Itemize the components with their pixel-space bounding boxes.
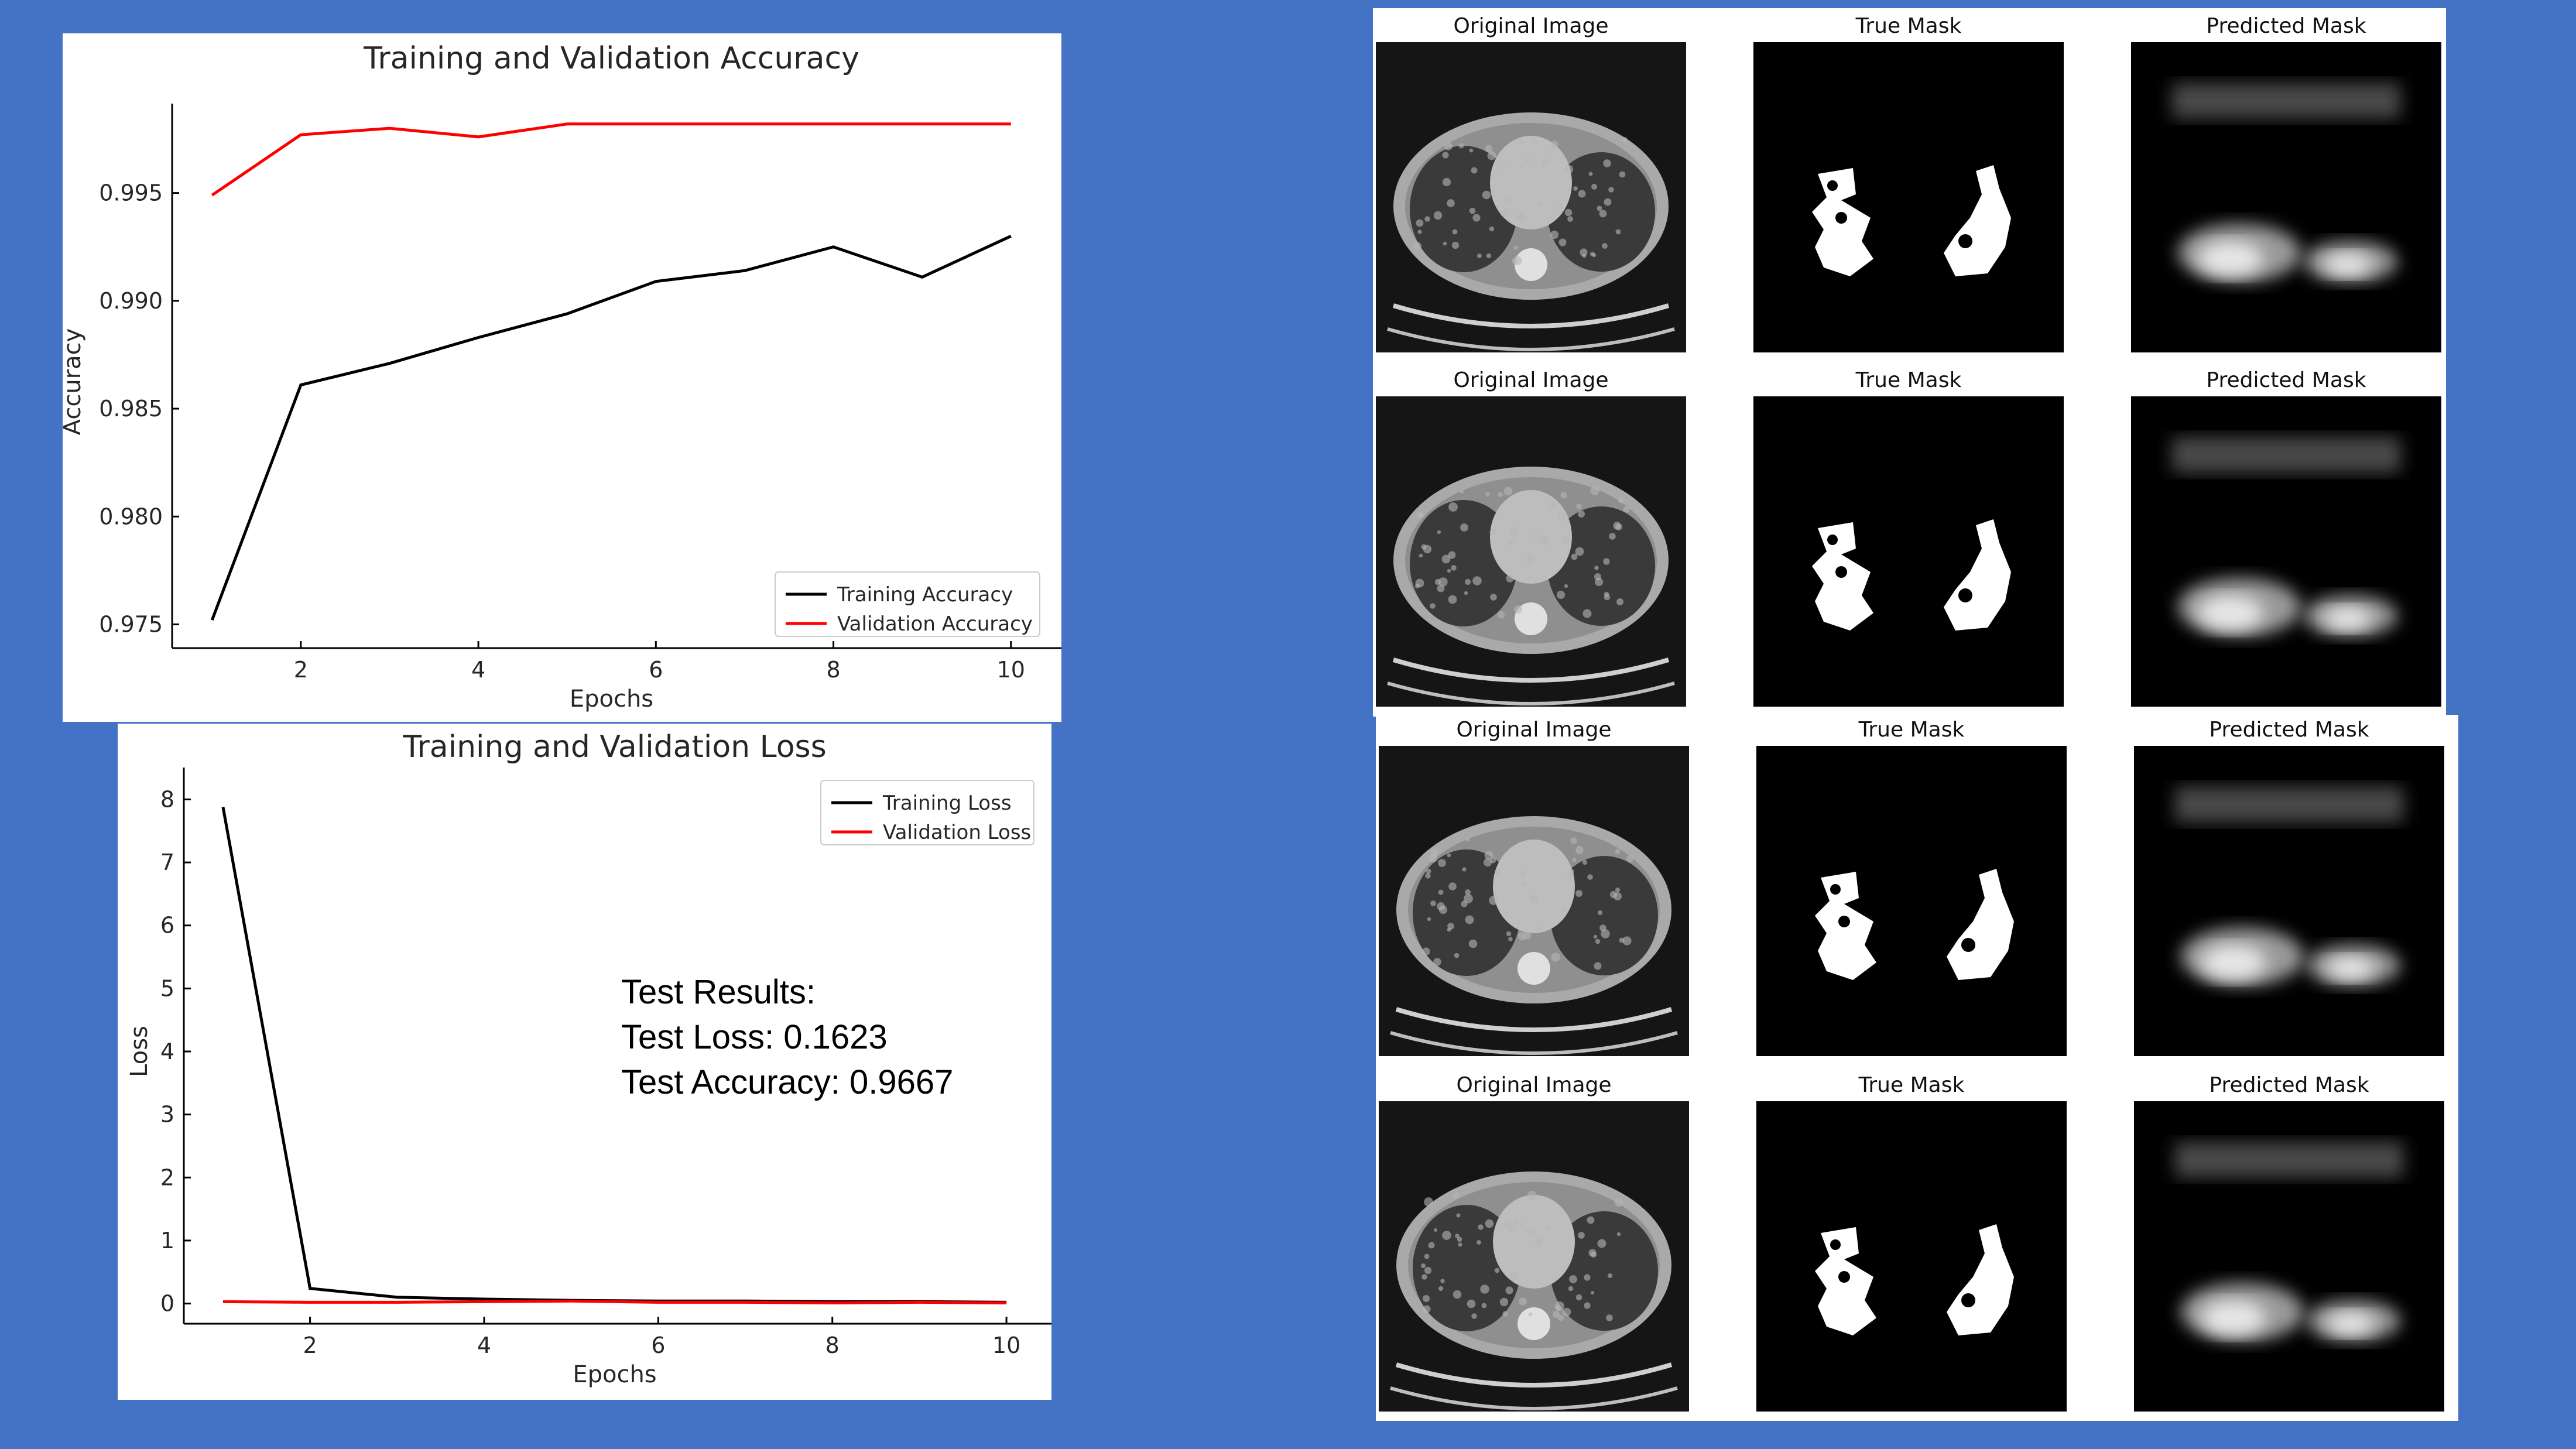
original-image-title: Original Image <box>1456 718 1612 742</box>
legend: Training Accuracy Validation Accuracy <box>775 571 1040 637</box>
segmentation-grid-bottom: Original Image True Mask Predicted Mask Ori… <box>1376 715 2458 1421</box>
segmentation-grid-top: Original Image True Mask Predicted Mask Ori… <box>1373 8 2446 717</box>
predicted-mask <box>2134 1101 2444 1412</box>
original-image-cell: Original Image <box>1379 717 1689 1056</box>
x-tick-label: 2 <box>294 657 308 683</box>
y-tick-label: 6 <box>160 913 174 938</box>
y-tick-label: 0.975 <box>99 611 163 637</box>
true-mask-title: True Mask <box>1855 14 1962 38</box>
loss-chart-panel: Training and Validation Loss 2 4 6 8 10 0 1 2 3 4 5… <box>118 724 1057 1400</box>
true-mask-cell: True Mask <box>1753 367 2064 707</box>
x-axis-label: Epochs <box>573 1361 656 1388</box>
y-tick-label: 7 <box>160 849 174 875</box>
accuracy-chart: Training and Validation Accuracy 2 4 6 8 10 0.… <box>59 41 1063 712</box>
original-image <box>1379 1101 1689 1412</box>
legend-label: Training Accuracy <box>837 583 1013 607</box>
test-loss-text: Test Loss: 0.1623 <box>621 1018 888 1056</box>
y-tick-label: 0.990 <box>99 288 163 314</box>
predicted-mask-cell: Predicted Mask <box>2134 717 2444 1056</box>
original-image-cell: Original Image <box>1376 367 1686 707</box>
true-mask <box>1753 396 2064 707</box>
chart-title: Training and Validation Accuracy <box>363 41 859 76</box>
original-image-title: Original Image <box>1453 368 1609 392</box>
y-tick-label: 2 <box>160 1164 174 1190</box>
x-tick-label: 6 <box>649 657 663 683</box>
y-axis-label: Accuracy <box>63 328 86 436</box>
original-image-title: Original Image <box>1456 1073 1612 1097</box>
original-image-cell: Original Image <box>1379 1072 1689 1412</box>
true-mask <box>1753 42 2064 352</box>
x-tick-label: 8 <box>826 657 840 683</box>
legend-label: Training Loss <box>882 792 1012 815</box>
predicted-mask-title: Predicted Mask <box>2209 718 2369 742</box>
legend-label: Validation Loss <box>883 821 1031 844</box>
y-tick-label: 0.995 <box>99 180 163 206</box>
y-tick-label: 3 <box>160 1102 174 1128</box>
legend-label: Validation Accuracy <box>837 612 1033 636</box>
true-mask-cell: True Mask <box>1753 13 2064 352</box>
x-tick-label: 8 <box>825 1332 840 1358</box>
y-axis-label: Loss <box>126 1026 153 1077</box>
true-mask-title: True Mask <box>1858 1073 1965 1097</box>
true-mask-title: True Mask <box>1858 718 1965 742</box>
series-line-validation-accuracy <box>211 122 1011 197</box>
predicted-mask-title: Predicted Mask <box>2206 368 2366 392</box>
y-tick-label: 5 <box>160 975 174 1001</box>
true-mask-cell: True Mask <box>1756 1072 2067 1412</box>
series-line-training-accuracy <box>210 235 1012 621</box>
x-tick-label: 10 <box>997 657 1025 683</box>
true-mask <box>1756 746 2067 1056</box>
true-mask-title: True Mask <box>1855 368 1962 392</box>
predicted-mask <box>2131 396 2441 707</box>
legend-box <box>775 571 1040 637</box>
y-tick-label: 4 <box>160 1039 174 1064</box>
series-line-validation-loss <box>222 1299 1007 1304</box>
predicted-mask-cell: Predicted Mask <box>2131 367 2441 707</box>
accuracy-chart-panel: Training and Validation Accuracy 2 4 6 8 10 0.… <box>59 33 1063 722</box>
original-image-cell: Original Image <box>1376 13 1686 352</box>
y-tick-label: 8 <box>160 786 174 812</box>
test-results-heading: Test Results: <box>621 973 816 1011</box>
x-tick-label: 2 <box>303 1332 317 1358</box>
x-tick-label: 4 <box>471 657 485 683</box>
original-image <box>1376 42 1686 352</box>
chart-title: Training and Validation Loss <box>402 729 826 765</box>
test-accuracy-text: Test Accuracy: 0.9667 <box>621 1063 954 1101</box>
original-image-title: Original Image <box>1453 14 1609 38</box>
predicted-mask-title: Predicted Mask <box>2206 14 2366 38</box>
legend: Training Loss Validation Loss <box>820 780 1034 845</box>
predicted-mask <box>2134 746 2444 1056</box>
x-tick-label: 10 <box>992 1332 1020 1358</box>
loss-chart: Training and Validation Loss 2 4 6 8 10 0 1 2 3 4 5… <box>126 729 1057 1388</box>
original-image <box>1376 396 1686 707</box>
predicted-mask-cell: Predicted Mask <box>2131 13 2441 352</box>
predicted-mask-cell: Predicted Mask <box>2134 1072 2444 1412</box>
y-tick-label: 1 <box>160 1228 174 1253</box>
y-tick-label: 0 <box>160 1291 174 1317</box>
legend-box <box>820 780 1034 845</box>
x-tick-label: 4 <box>477 1332 491 1358</box>
y-tick-label: 0.985 <box>99 396 163 422</box>
original-image <box>1379 746 1689 1056</box>
predicted-mask-title: Predicted Mask <box>2209 1073 2369 1097</box>
y-tick-label: 0.980 <box>99 503 163 529</box>
x-axis-label: Epochs <box>570 686 653 712</box>
true-mask <box>1756 1101 2067 1412</box>
predicted-mask <box>2131 42 2441 352</box>
test-results: Test Results: Test Loss: 0.1623 Test Acc… <box>621 970 953 1105</box>
true-mask-cell: True Mask <box>1756 717 2067 1056</box>
x-tick-label: 6 <box>651 1332 665 1358</box>
